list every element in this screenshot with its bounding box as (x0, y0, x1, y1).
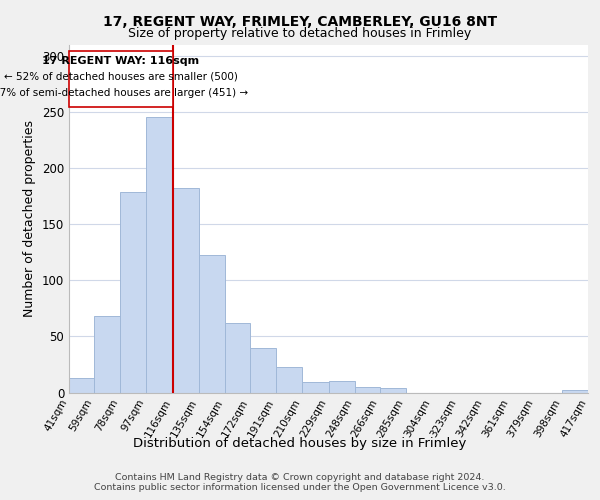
Text: Contains public sector information licensed under the Open Government Licence v3: Contains public sector information licen… (94, 484, 506, 492)
Bar (94, 316, 120, 392)
Text: 17 REGENT WAY: 116sqm: 17 REGENT WAY: 116sqm (42, 56, 199, 66)
Bar (329, 382, 355, 392)
Text: 17, REGENT WAY, FRIMLEY, CAMBERLEY, GU16 8NT: 17, REGENT WAY, FRIMLEY, CAMBERLEY, GU16… (103, 15, 497, 29)
Bar (250, 348, 276, 393)
Y-axis label: Number of detached properties: Number of detached properties (23, 120, 37, 318)
Bar (225, 323, 250, 392)
Text: ← 52% of detached houses are smaller (500): ← 52% of detached houses are smaller (50… (4, 71, 238, 81)
Text: Size of property relative to detached houses in Frimley: Size of property relative to detached ho… (128, 28, 472, 40)
Bar (173, 188, 199, 392)
Bar (120, 192, 146, 392)
Text: Contains HM Land Registry data © Crown copyright and database right 2024.: Contains HM Land Registry data © Crown c… (115, 472, 485, 482)
Bar (199, 254, 225, 392)
Text: 47% of semi-detached houses are larger (451) →: 47% of semi-detached houses are larger (… (0, 88, 248, 98)
FancyBboxPatch shape (69, 50, 173, 106)
Bar (380, 388, 406, 392)
Bar (146, 116, 173, 392)
Bar (69, 378, 94, 392)
Bar (302, 382, 329, 392)
Text: Distribution of detached houses by size in Frimley: Distribution of detached houses by size … (133, 438, 467, 450)
Bar (562, 390, 588, 392)
Bar (276, 366, 302, 392)
Bar (355, 387, 380, 392)
